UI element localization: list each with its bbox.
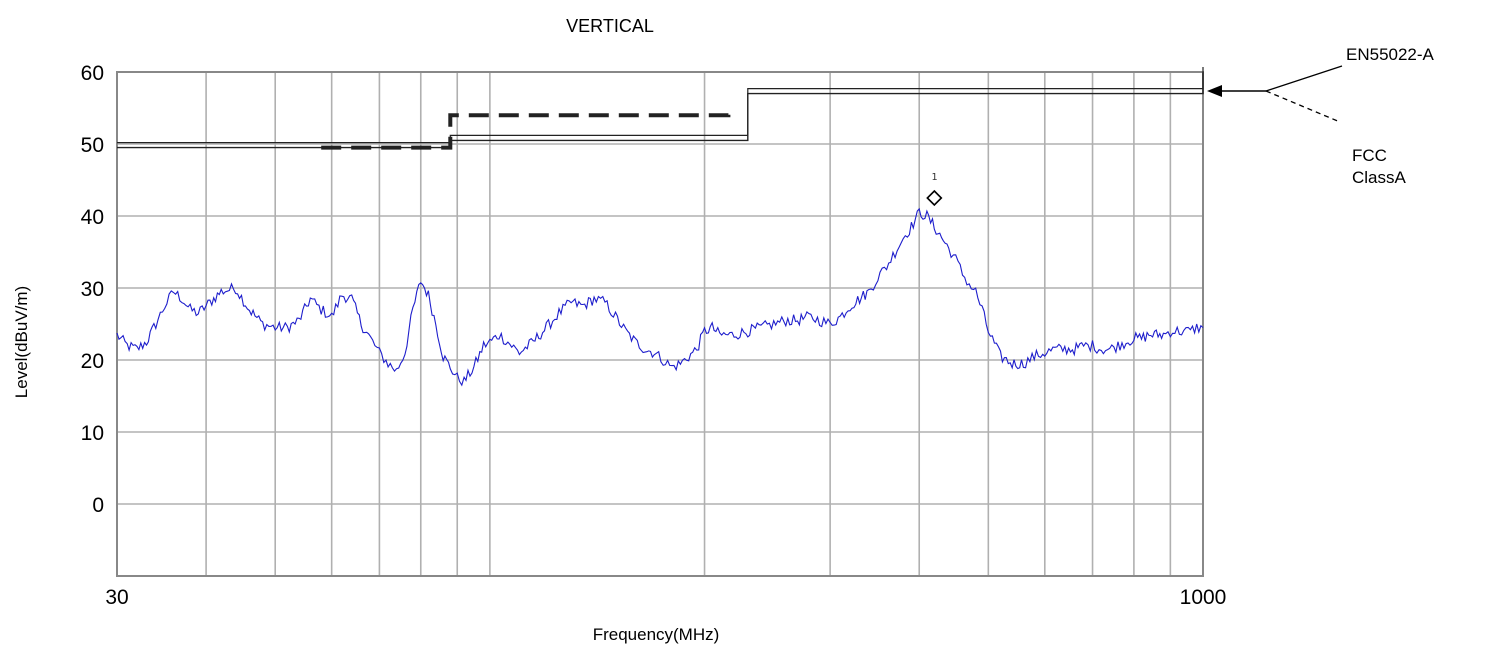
- y-tick-label: 40: [81, 206, 104, 229]
- x-tick-label: 1000: [1180, 586, 1227, 609]
- fcc-leader-line: [1265, 90, 1341, 123]
- en55022-limit-line: [117, 72, 1204, 149]
- limit-lines: [117, 67, 1204, 150]
- chart-title: VERTICAL: [566, 16, 654, 36]
- x-tick-label: 30: [105, 586, 128, 609]
- fcc-annotation: FCC: [1352, 146, 1387, 165]
- x-axis-label: Frequency(MHz): [593, 625, 720, 644]
- y-tick-label: 60: [81, 62, 104, 85]
- peak-marker-label: 1: [931, 172, 937, 183]
- peak-marker: [926, 189, 943, 207]
- en55022-annotation: EN55022-A: [1346, 45, 1435, 64]
- classa-annotation: ClassA: [1352, 168, 1407, 187]
- y-axis-label: Level(dBuV/m): [12, 286, 31, 398]
- measurement-trace: [116, 207, 1204, 387]
- y-tick-label: 20: [81, 350, 104, 373]
- tick-labels: 60 50 40 30 20 10 0 30 1000: [81, 62, 1227, 609]
- en55022-limit-line-upper: [117, 67, 1204, 144]
- marker-layer: 1: [926, 172, 943, 207]
- measurement-trace-layer: [116, 207, 1204, 387]
- y-tick-label: 50: [81, 134, 104, 157]
- plot-frame: [116, 71, 1204, 577]
- y-tick-label: 0: [92, 494, 104, 517]
- arrow-head-icon: [1207, 85, 1222, 97]
- y-tick-label: 30: [81, 278, 104, 301]
- fcc-classa-limit-line: [321, 108, 731, 150]
- en55022-leader-line: [1265, 65, 1343, 92]
- grid: [116, 71, 1204, 577]
- y-tick-label: 10: [81, 422, 104, 445]
